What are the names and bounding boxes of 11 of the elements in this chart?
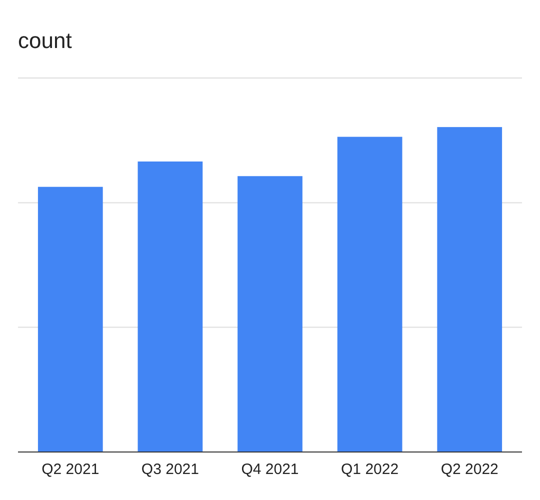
x-tick-label: Q1 2022: [341, 461, 399, 478]
x-tick-label: Q4 2021: [241, 461, 299, 478]
bar: [38, 186, 103, 452]
bar: [437, 127, 502, 452]
bar: [337, 136, 402, 452]
bar: [238, 176, 302, 452]
chart-title: count: [18, 28, 72, 53]
x-tick-label: Q2 2022: [440, 461, 498, 478]
bar: [138, 162, 203, 452]
x-tick-label: Q3 2021: [141, 461, 199, 478]
x-tick-label: Q2 2021: [42, 461, 100, 478]
